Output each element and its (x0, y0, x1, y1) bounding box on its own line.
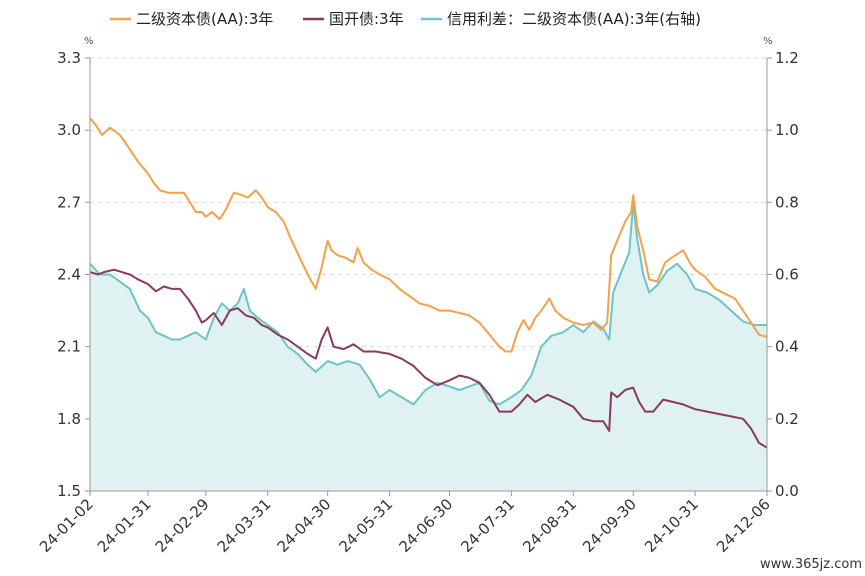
x-tick-label: 24-10-31 (641, 495, 702, 556)
area-layer (90, 202, 767, 492)
left-unit-label: % (84, 36, 94, 47)
legend-item-0: 二级资本债(AA):3年 (110, 10, 273, 28)
series-area-2 (90, 202, 767, 492)
right-y-tick-label: 0.0 (775, 482, 799, 500)
x-tick-label: 24-01-31 (94, 495, 155, 556)
right-y-tick-label: 0.2 (775, 410, 799, 428)
left-y-tick-label: 1.8 (57, 410, 81, 428)
right-y-tick-label: 0.6 (775, 266, 799, 284)
x-tick-label: 24-09-30 (579, 495, 640, 556)
series-line-2 (89, 201, 767, 406)
x-tick-label: 24-05-31 (336, 495, 397, 556)
x-tick-label: 24-04-30 (274, 495, 335, 556)
left-y-tick-label: 3.0 (57, 121, 81, 139)
right-y-tick-label: 0.8 (775, 193, 799, 211)
right-y-tick-label: 1.2 (775, 49, 799, 67)
left-y-axis: 3.3 3.0 2.7 2.4 2.1 1.8 1.5 (57, 49, 90, 500)
left-y-tick-label: 2.7 (57, 193, 81, 211)
left-y-tick-label: 1.5 (57, 482, 81, 500)
x-tick-label: 24-02-29 (152, 495, 213, 556)
right-y-tick-label: 1.0 (775, 121, 799, 139)
left-y-tick-label: 3.3 (57, 49, 81, 67)
left-y-tick-label: 2.1 (57, 338, 81, 356)
line-layer (89, 117, 768, 449)
x-tick-label: 24-12-06 (713, 495, 774, 556)
right-y-axis: 1.2 1.0 0.8 0.6 0.4 0.2 0.0 (767, 49, 799, 500)
series-line-1 (89, 268, 768, 449)
legend: 二级资本债(AA):3年 国开债:3年 信用利差：二级资本债(AA):3年(右轴… (110, 10, 701, 28)
watermark: www.365jz.com (760, 557, 862, 572)
left-y-tick-label: 2.4 (57, 266, 81, 284)
legend-label-2: 信用利差：二级资本债(AA):3年(右轴) (447, 10, 701, 28)
x-tick-label: 24-06-30 (395, 495, 456, 556)
x-tick-label: 24-08-31 (519, 495, 580, 556)
legend-item-1: 国开债:3年 (303, 10, 404, 28)
legend-item-2: 信用利差：二级资本债(AA):3年(右轴) (421, 10, 701, 28)
right-unit-label: % (763, 36, 773, 47)
x-tick-label: 24-03-31 (214, 495, 275, 556)
legend-label-1: 国开债:3年 (329, 10, 404, 28)
x-tick-label: 24-07-31 (457, 495, 518, 556)
legend-label-0: 二级资本债(AA):3年 (136, 10, 273, 28)
right-y-tick-label: 0.4 (775, 338, 799, 356)
x-tick-label: 24-01-02 (36, 495, 97, 556)
series-line-0 (89, 117, 768, 353)
